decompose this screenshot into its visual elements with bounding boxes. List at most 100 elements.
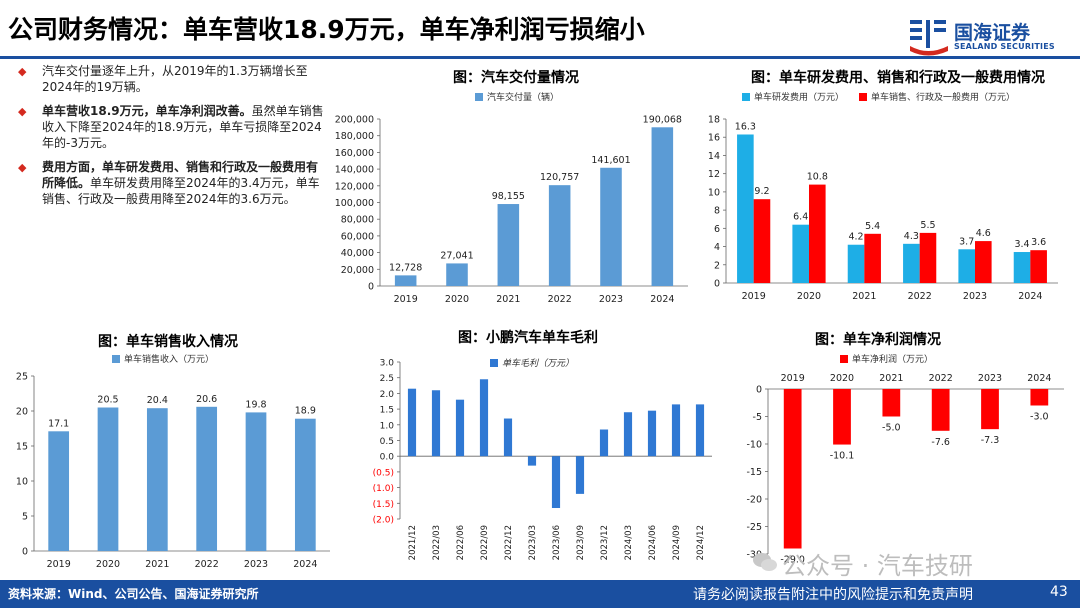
bar [833,389,851,445]
x-tick-label: 2024/09 [672,525,682,560]
bar [753,199,771,283]
data-label: -29.0 [780,555,805,566]
y-tick-label: -15 [746,467,762,478]
y-tick-label: 20 [16,407,28,418]
data-label: 4.3 [904,231,919,242]
wechat-icon [753,553,777,571]
y-tick-label: 25 [16,372,28,383]
x-tick-label: 2023/12 [600,525,610,560]
data-label: 27,041 [440,250,473,261]
bar [599,429,609,457]
y-tick-label: 4 [714,242,720,253]
y-tick-label: 1.5 [380,406,394,416]
data-label: 18.9 [295,406,316,417]
diamond-bullet-icon: ◆ [18,65,27,78]
x-tick-label: 2022/12 [504,525,514,560]
x-tick-label: 2024 [1027,373,1051,384]
legend-label: 单车净利润（万元） [852,353,933,365]
bar [97,407,119,551]
data-label: 141,601 [591,155,630,166]
data-label: 98,155 [492,191,525,202]
bullet-list: ◆ 汽车交付量逐年上升，从2019年的1.3万辆增长至2024年的19万辆。 ◆ 单… [18,63,328,215]
footer-bar [0,580,1080,608]
bar [431,390,441,457]
bar [394,275,417,286]
data-label: 20.6 [196,394,217,405]
y-tick-label: 3.0 [380,359,395,369]
x-tick-label: 2021 [496,294,520,305]
bar [903,243,920,283]
y-tick-label: (1.5) [373,500,394,510]
bar [1030,389,1049,406]
y-tick-label: 180,000 [335,131,374,142]
y-tick-label: 200,000 [335,115,374,126]
bar [623,412,633,457]
y-tick-label: 0.0 [380,453,395,463]
data-label: 4.6 [976,228,991,239]
x-tick-label: 2023 [978,373,1002,384]
bar [196,406,218,551]
y-tick-label: -10 [746,440,762,451]
logo-english-name: SEALAND SECURITIES [954,42,1055,51]
y-tick-label: 16 [708,133,720,144]
y-tick-label: 1.0 [380,421,395,431]
y-tick-label: (1.0) [373,484,394,494]
source-note: 资料来源：Wind、公司公告、国海证券研究所 [8,587,259,601]
chart-title: 图：单车销售收入情况 [98,333,238,350]
bar [981,389,999,430]
y-tick-label: 18 [708,115,720,126]
bullet-text: 虽然单车销售收入下降至2024年的18.9万元，单车亏损降至2024年的-3万元… [42,104,324,150]
bullet-item: ◆ 汽车交付量逐年上升，从2019年的1.3万辆增长至2024年的19万辆。 [18,63,328,95]
y-tick-label: 60,000 [341,231,374,242]
logo-name: 国海证券 [954,22,1031,44]
y-tick-label: 2.0 [380,390,395,400]
y-tick-label: 0 [714,279,720,290]
y-tick-label: (2.0) [373,516,394,526]
y-tick-label: 14 [708,151,720,162]
x-tick-label: 2022 [195,559,219,570]
bar [294,418,316,551]
y-tick-label: 6 [714,224,720,235]
chart-title: 图：单车研发费用、销售和行政及一般费用情况 [751,69,1045,86]
x-tick-label: 2021/12 [408,525,418,560]
y-tick-label: -5 [753,412,762,423]
bar [575,456,585,494]
data-label: 5.5 [920,220,935,231]
data-label: 19.8 [245,399,266,410]
diamond-bullet-icon: ◆ [18,105,27,118]
x-tick-label: 2023/09 [576,525,586,560]
bar [146,408,168,551]
x-tick-label: 2019 [394,294,418,305]
bullet-text: 汽车交付量逐年上升，从2019年的1.3万辆增长至2024年的19万辆。 [42,64,308,94]
bar [882,389,901,417]
x-tick-label: 2024 [650,294,674,305]
y-tick-label: 80,000 [341,215,374,226]
y-tick-label: -25 [746,522,762,533]
bar [809,184,826,283]
legend-swatch [112,355,120,363]
x-tick-label: 2021 [145,559,169,570]
bar [455,399,465,457]
y-tick-label: 2.5 [380,374,394,384]
y-tick-label: 140,000 [335,165,374,176]
diamond-bullet-icon: ◆ [18,161,27,174]
data-label: 5.4 [865,221,880,232]
x-tick-label: 2020 [797,291,821,302]
chart-title: 图：汽车交付量情况 [453,69,579,86]
bar [695,404,705,457]
legend-label: 单车研发费用（万元） [754,91,844,103]
y-tick-label: 20,000 [341,265,374,276]
bar [446,263,468,286]
data-label: 20.5 [97,395,118,406]
page-title: 公司财务情况：单车营收18.9万元，单车净利润亏损缩小 [8,15,645,44]
data-label: -7.6 [931,437,950,448]
bar [671,404,681,457]
bar [792,224,809,283]
x-tick-label: 2019 [47,559,71,570]
x-tick-label: 2020 [445,294,469,305]
y-tick-label: -30 [746,550,762,561]
